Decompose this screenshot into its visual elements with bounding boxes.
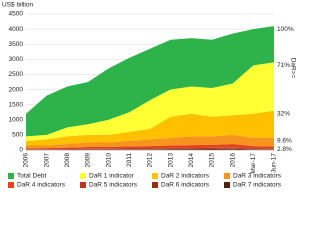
y-tick-label: 4000	[9, 26, 24, 33]
area	[26, 148, 274, 150]
y-tick-label: 1500	[9, 101, 24, 108]
y-tick-label: 0	[19, 147, 23, 154]
x-tick-label: 2015	[209, 153, 216, 168]
annotation: 71%	[277, 62, 290, 69]
x-tick-label: 2007	[43, 153, 50, 168]
x-tick-label: 2013	[167, 153, 174, 168]
legend-label: DaR 6 indicators	[161, 182, 210, 189]
x-tick-label: 2011	[126, 153, 133, 167]
area	[26, 143, 274, 150]
annotation-title: DaR>=	[289, 58, 296, 79]
x-tick-label: 2012	[147, 153, 154, 168]
annotation: 32%	[277, 110, 290, 117]
legend-label: DaR 3 indicators	[233, 173, 282, 180]
area	[26, 26, 274, 137]
legend-label: DaR 7 indicators	[233, 182, 282, 189]
x-tick-label: 2014	[188, 153, 195, 168]
legend-swatch	[224, 173, 230, 179]
legend-swatch	[152, 173, 158, 179]
area	[26, 62, 274, 141]
legend-label: DaR 5 indicators	[89, 182, 138, 189]
y-tick-label: 3000	[9, 56, 24, 63]
y-axis-label: US$ billion	[2, 2, 33, 9]
legend-swatch	[80, 182, 86, 188]
y-tick-label: 4500	[9, 11, 24, 18]
legend-swatch	[224, 182, 230, 188]
x-tick-label: 2008	[64, 153, 71, 168]
x-tick-label: 2006	[23, 153, 30, 168]
y-tick-label: 1000	[9, 116, 24, 123]
y-tick-label: 2000	[9, 86, 24, 93]
area	[26, 110, 274, 146]
y-tick-label: 2500	[9, 71, 24, 78]
legend-label: Total Debt	[17, 173, 46, 180]
legend-swatch	[8, 173, 14, 179]
legend-swatch	[8, 182, 14, 188]
legend-label: DaR 4 indicators	[17, 182, 66, 189]
annotation: 2.8%	[277, 146, 292, 153]
annotation: 9.6%	[277, 138, 292, 145]
legend-swatch	[80, 173, 86, 179]
y-tick-label: 500	[12, 132, 23, 139]
legend-swatch	[152, 182, 158, 188]
x-tick-label: Jun-17	[271, 153, 278, 173]
y-tick-label: 3500	[9, 41, 24, 48]
legend-label: DaR 1 indicator	[89, 173, 135, 180]
x-tick-label: 2009	[85, 153, 92, 168]
legend-label: DaR 2 indicators	[161, 173, 210, 180]
annotation: 100%	[277, 26, 294, 33]
x-tick-label: 2010	[105, 153, 112, 168]
area	[26, 147, 274, 150]
area	[26, 134, 274, 149]
chart: US$ billion DaR>= 0 500 1000 1500 2000 2500 30…	[2, 1, 297, 189]
x-tick-label: Mar-17	[250, 153, 257, 174]
x-tick-label: 2016	[229, 153, 236, 168]
